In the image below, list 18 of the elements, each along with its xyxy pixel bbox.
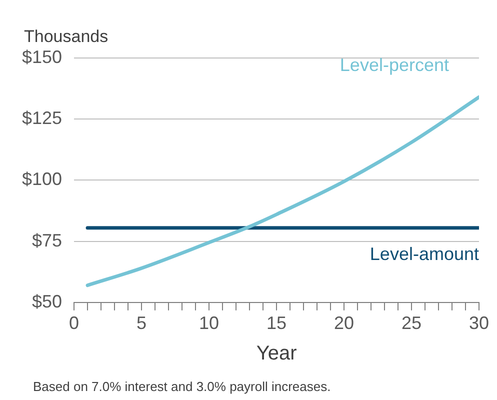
y-axis-title: Thousands (24, 27, 108, 46)
x-tick-label: 0 (69, 313, 80, 334)
x-tick-label: 15 (266, 313, 287, 334)
x-tick-label: 5 (136, 313, 147, 334)
y-tick-label: $50 (32, 291, 62, 312)
x-axis-title: Year (256, 342, 298, 365)
y-tick-label: $150 (22, 46, 62, 67)
y-tick-label: $100 (22, 169, 62, 190)
x-tick-label: 20 (334, 313, 354, 334)
series-label: Level-percent (340, 55, 449, 76)
line-series (86, 95, 479, 288)
x-tick-label: 10 (199, 313, 220, 334)
series-label: Level-amount (370, 244, 479, 264)
y-tick-label: $125 (22, 108, 62, 128)
text: Based on 7.0% interest and 3.0% payroll increases. (33, 379, 331, 394)
x-tick-label: 30 (468, 313, 490, 334)
y-tick-label: $75 (32, 230, 62, 250)
x-tick-label: 25 (401, 313, 422, 334)
